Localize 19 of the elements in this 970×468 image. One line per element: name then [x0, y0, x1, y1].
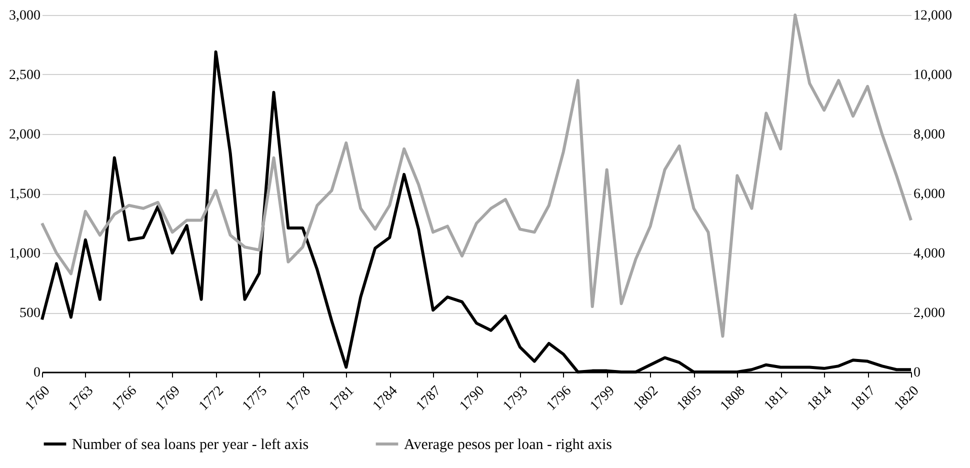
- x-tick-label: 1811: [762, 384, 792, 414]
- y-tick-label: 3,000: [9, 8, 40, 24]
- y-tick-label: 500: [20, 306, 40, 321]
- y-tick-label: 1,500: [9, 187, 40, 202]
- y2-tick-label: 10,000: [914, 68, 952, 83]
- y2-tick-label: 12,000: [914, 8, 952, 24]
- y-tick-label: 1,000: [9, 246, 40, 262]
- legend-label: Average pesos per loan - right axis: [404, 437, 612, 453]
- y-tick-label: 0: [34, 366, 40, 380]
- y2-tick-label: 4,000: [914, 246, 945, 262]
- y2-tick-label: 6,000: [914, 187, 945, 202]
- y2-tick-label: 2,000: [914, 306, 945, 321]
- legend-label: Number of sea loans per year - left axis: [72, 437, 309, 453]
- y-tick-label: 2,500: [9, 68, 40, 83]
- y2-tick-label: 8,000: [914, 128, 945, 142]
- y2-tick-label: 0: [914, 366, 920, 380]
- y-tick-label: 2,000: [9, 128, 40, 142]
- line-series: [40, 14, 912, 338]
- x-tick-label: 1781: [326, 384, 358, 414]
